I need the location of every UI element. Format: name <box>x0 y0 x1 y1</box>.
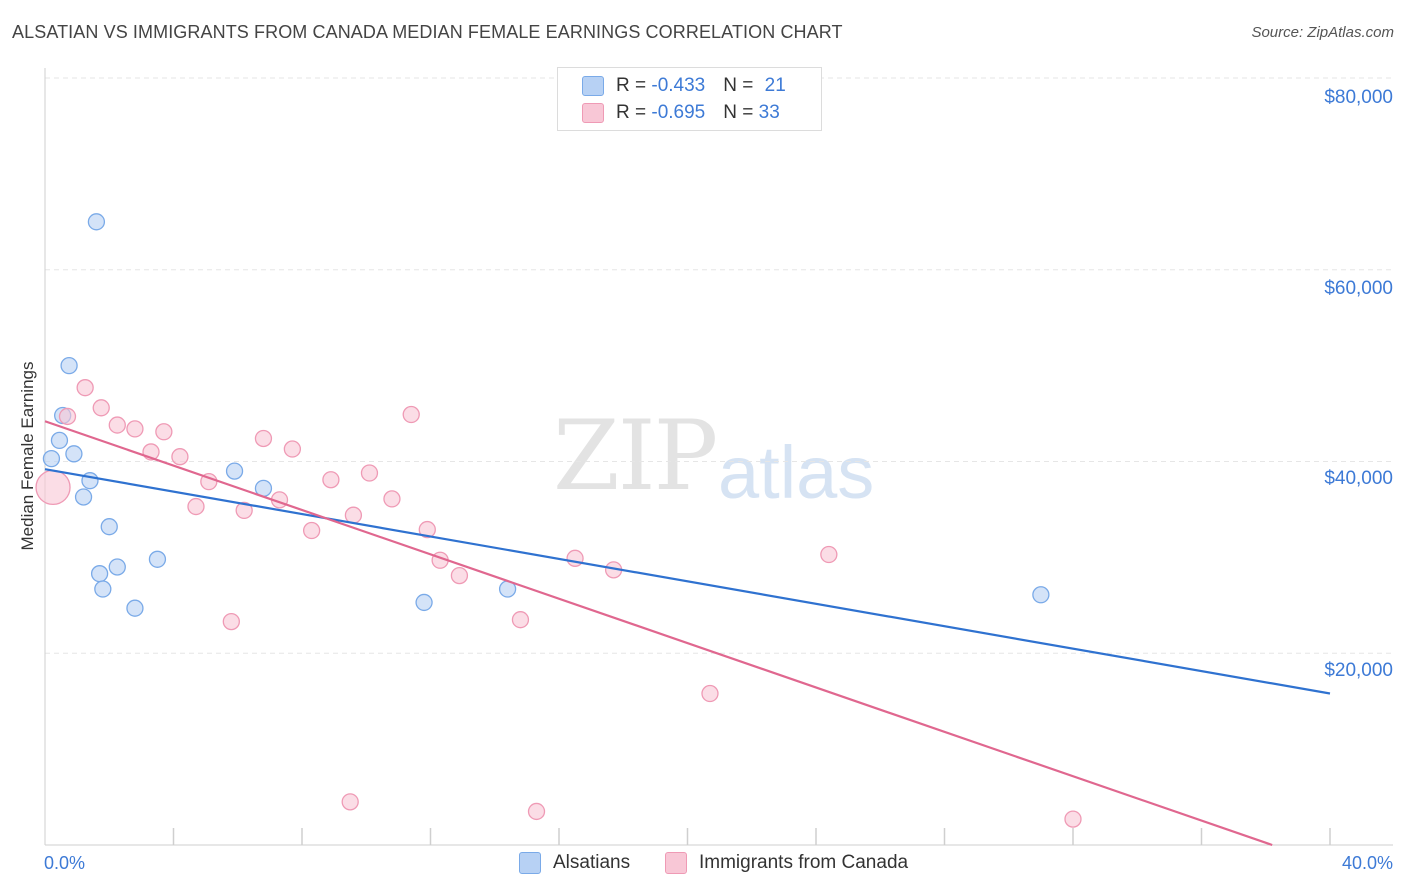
legend-row-alsatians: R = -0.433 N = 21 <box>582 74 786 98</box>
legend-item-immigrants: Immigrants from Canada <box>665 852 908 874</box>
chart-title: ALSATIAN VS IMMIGRANTS FROM CANADA MEDIA… <box>12 22 843 42</box>
legend-swatch-immigrants <box>582 103 604 123</box>
point-alsatians <box>50 431 69 450</box>
source-label: Source: ZipAtlas.com <box>1251 24 1394 41</box>
x-tick-max: 40.0% <box>1341 853 1393 873</box>
trendline-immigrants <box>44 420 1273 847</box>
point-immigrants <box>76 379 94 397</box>
legend-swatch-alsatians <box>582 76 604 96</box>
point-alsatians <box>65 445 83 463</box>
point-immigrants <box>418 520 436 539</box>
point-immigrants <box>171 448 189 466</box>
y-tick-40000: $40,000 <box>1324 468 1393 489</box>
point-alsatians <box>148 550 167 568</box>
point-immigrants <box>235 501 253 520</box>
point-immigrants <box>222 612 240 631</box>
legend-item-alsatians: Alsatians <box>519 852 630 874</box>
point-alsatians <box>100 518 118 536</box>
point-alsatians <box>42 449 61 468</box>
y-tick-80000: $80,000 <box>1324 87 1393 108</box>
legend-row-immigrants: R = -0.695 N = 33 <box>582 101 780 125</box>
trendline-alsatians <box>44 468 1331 695</box>
point-alsatians <box>87 213 106 231</box>
legend-label-alsatians: Alsatians <box>553 852 631 873</box>
point-alsatians <box>60 356 78 375</box>
point-immigrants <box>402 405 420 424</box>
point-alsatians <box>90 565 109 583</box>
point-immigrants <box>341 793 359 811</box>
point-alsatians <box>108 558 126 576</box>
legend-n-label: N = <box>723 102 759 123</box>
legend-n-label: N = <box>723 75 759 96</box>
point-immigrants <box>701 684 719 703</box>
point-immigrants <box>820 545 838 564</box>
point-immigrants <box>383 490 401 508</box>
point-immigrants <box>302 521 321 540</box>
legend-r-value: -0.695 <box>651 102 706 123</box>
point-alsatians <box>94 580 112 598</box>
watermark-atlas: atlas <box>718 431 875 514</box>
legend-label-immigrants: Immigrants from Canada <box>699 852 909 873</box>
point-immigrants <box>360 464 379 482</box>
point-immigrants <box>450 566 469 585</box>
point-immigrants <box>511 611 530 629</box>
point-immigrants <box>1064 810 1082 828</box>
point-alsatians <box>415 593 433 612</box>
legend-swatch-immigrants <box>665 852 687 874</box>
legend-swatch-alsatians <box>519 852 541 874</box>
y-tick-20000: $20,000 <box>1324 660 1393 681</box>
point-immigrants <box>92 399 110 417</box>
legend-r-label: R = <box>616 75 652 96</box>
point-immigrants <box>322 471 340 489</box>
point-immigrants <box>527 802 546 821</box>
legend-n-value: 33 <box>758 102 780 123</box>
x-tick-min: 0.0% <box>44 853 86 873</box>
point-immigrants <box>58 407 77 426</box>
y-tick-60000: $60,000 <box>1324 278 1393 299</box>
legend-r-label: R = <box>616 102 652 123</box>
correlation-legend: R = -0.433 N = 21 R = -0.695 N = 33 <box>557 67 822 131</box>
point-alsatians <box>1032 586 1050 604</box>
point-immigrants <box>283 440 302 458</box>
point-immigrants <box>155 423 173 441</box>
y-axis-label: Median Female Earnings <box>18 361 37 551</box>
watermark-zip: ZIP <box>553 400 718 512</box>
point-immigrants <box>344 506 363 524</box>
point-immigrants <box>566 549 584 567</box>
point-alsatians <box>74 488 93 506</box>
legend-r-value: -0.433 <box>651 75 706 96</box>
point-alsatians <box>225 462 244 480</box>
point-immigrants <box>254 429 273 448</box>
legend-n-value: 21 <box>764 75 786 96</box>
point-alsatians <box>126 599 144 617</box>
point-immigrants <box>35 469 71 506</box>
point-immigrants <box>108 416 126 434</box>
point-immigrants <box>187 497 205 516</box>
point-immigrants <box>126 420 144 438</box>
